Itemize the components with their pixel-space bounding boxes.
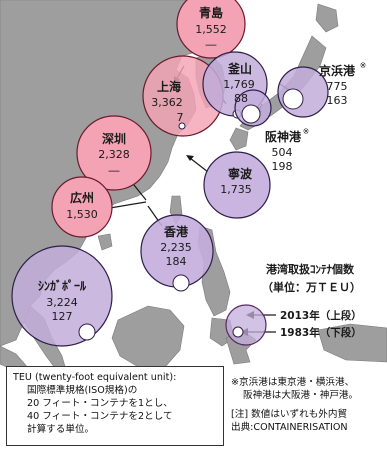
- legend: 港湾取扱ｺﾝﾃﾅ個数 （単位：万ＴＥＵ） 2013年（上段） 1983年（下段）: [262, 262, 362, 339]
- port-1983-qingdao: ―: [206, 38, 217, 51]
- kyushu: [229, 127, 249, 151]
- port-1983-hongkong: 184: [166, 255, 187, 268]
- legend-title-line2: （単位：万ＴＥＵ）: [262, 280, 361, 294]
- arrow-ningbo-head: [186, 155, 194, 161]
- arrow-guangzhou: [109, 201, 147, 209]
- port-1983-shenzhen: ―: [109, 164, 120, 177]
- port-1983-keihin: 163: [327, 94, 348, 107]
- port-2013-hongkong: 2,235: [160, 241, 192, 254]
- port-mark-keihin: ※: [360, 61, 367, 70]
- port-2013-singapore: 3,224: [46, 296, 78, 309]
- port-name-shenzhen: 深圳: [102, 131, 126, 146]
- port-circle-hongkong-1983: [172, 274, 190, 292]
- port-name-hanshin: 阪神港: [265, 129, 302, 144]
- arrow-ningbo: [189, 157, 209, 173]
- new-guinea: [317, 323, 387, 363]
- legend-circle-1983: [232, 326, 244, 338]
- port-name-guangzhou: 広州: [70, 190, 94, 205]
- teu-line3: 20 フィート・コンテナを1とし、: [27, 398, 173, 409]
- port-1983-hanshin: 198: [272, 160, 293, 173]
- teu-line5: 計算する単位。: [27, 424, 95, 435]
- port-name-shanghai: 上海: [157, 79, 181, 94]
- port-1983-busan: 88: [234, 92, 248, 105]
- legend-circle-2013: [225, 304, 267, 346]
- teu-line4: 40 フィート・コンテナを2として: [27, 411, 173, 422]
- note-line1: ※京浜港は東京港・横浜港、: [231, 377, 355, 388]
- port-2013-guangzhou: 1,530: [66, 208, 98, 221]
- port-2013-ningbo: 1,735: [220, 183, 252, 196]
- legend-title-line1: 港湾取扱ｺﾝﾃﾅ個数: [266, 262, 355, 276]
- port-circle-hanshin-1983: [241, 104, 261, 124]
- port-2013-qingdao: 1,552: [195, 23, 227, 36]
- port-circle-shenzhen-2013: [76, 115, 152, 191]
- legend-row-1983: 1983年（下段）: [280, 326, 362, 339]
- port-2013-shanghai: 3,362: [151, 96, 183, 109]
- borneo: [111, 305, 185, 369]
- port-circle-keihin-1983: [282, 88, 304, 110]
- teu-line2: 国際標準規格(ISO規格)の: [27, 385, 138, 396]
- footnotes: ※京浜港は東京港・横浜港、 阪神港は大阪港・神戸港。 [注] 数値はいずれも外内…: [231, 376, 387, 434]
- port-2013-shenzhen: 2,328: [98, 148, 130, 161]
- port-name-keihin: 京浜港: [319, 63, 356, 78]
- hokkaido: [315, 3, 339, 33]
- port-circle-singapore-2013: [11, 245, 113, 347]
- note-line2: 阪神港は大阪港・神戸港。: [243, 390, 359, 401]
- port-2013-keihin: 775: [327, 80, 348, 93]
- port-name-hongkong: 香港: [163, 224, 189, 239]
- note-line3: [注] 数値はいずれも外内貿: [231, 409, 348, 420]
- port-name-qingdao: 青島: [199, 5, 223, 20]
- port-labels: 青島 1,552 ― 上海 3,362 7 釜山 1,769 88 京浜港 ※ …: [38, 5, 366, 323]
- port-circle-shanghai-1983: [178, 122, 186, 130]
- port-1983-singapore: 127: [52, 310, 73, 323]
- hainan: [97, 233, 113, 251]
- port-circle-guangzhou-2013: [51, 176, 113, 238]
- port-circle-singapore-1983: [78, 323, 96, 341]
- note-line4: 出典:CONTAINERISATION: [231, 422, 348, 433]
- port-circle-ningbo-2013: [203, 151, 271, 219]
- legend-row-2013: 2013年（上段）: [280, 309, 362, 322]
- port-1983-shanghai: 7: [177, 111, 184, 124]
- port-circles: [11, 0, 329, 347]
- port-mark-hanshin: ※: [303, 127, 310, 136]
- port-2013-hanshin: 504: [272, 146, 293, 159]
- port-name-singapore: ｼﾝｶﾞﾎﾟｰﾙ: [38, 278, 87, 293]
- teu-line1: TEU (twenty-foot equivalent unit):: [13, 372, 177, 383]
- teu-definition-box: TEU (twenty-foot equivalent unit): 国際標準規…: [6, 366, 224, 446]
- port-circle-qingdao-2013: [176, 0, 246, 59]
- port-name-ningbo: 寧波: [228, 166, 253, 181]
- port-name-busan: 釜山: [227, 61, 252, 76]
- port-2013-busan: 1,769: [223, 78, 255, 91]
